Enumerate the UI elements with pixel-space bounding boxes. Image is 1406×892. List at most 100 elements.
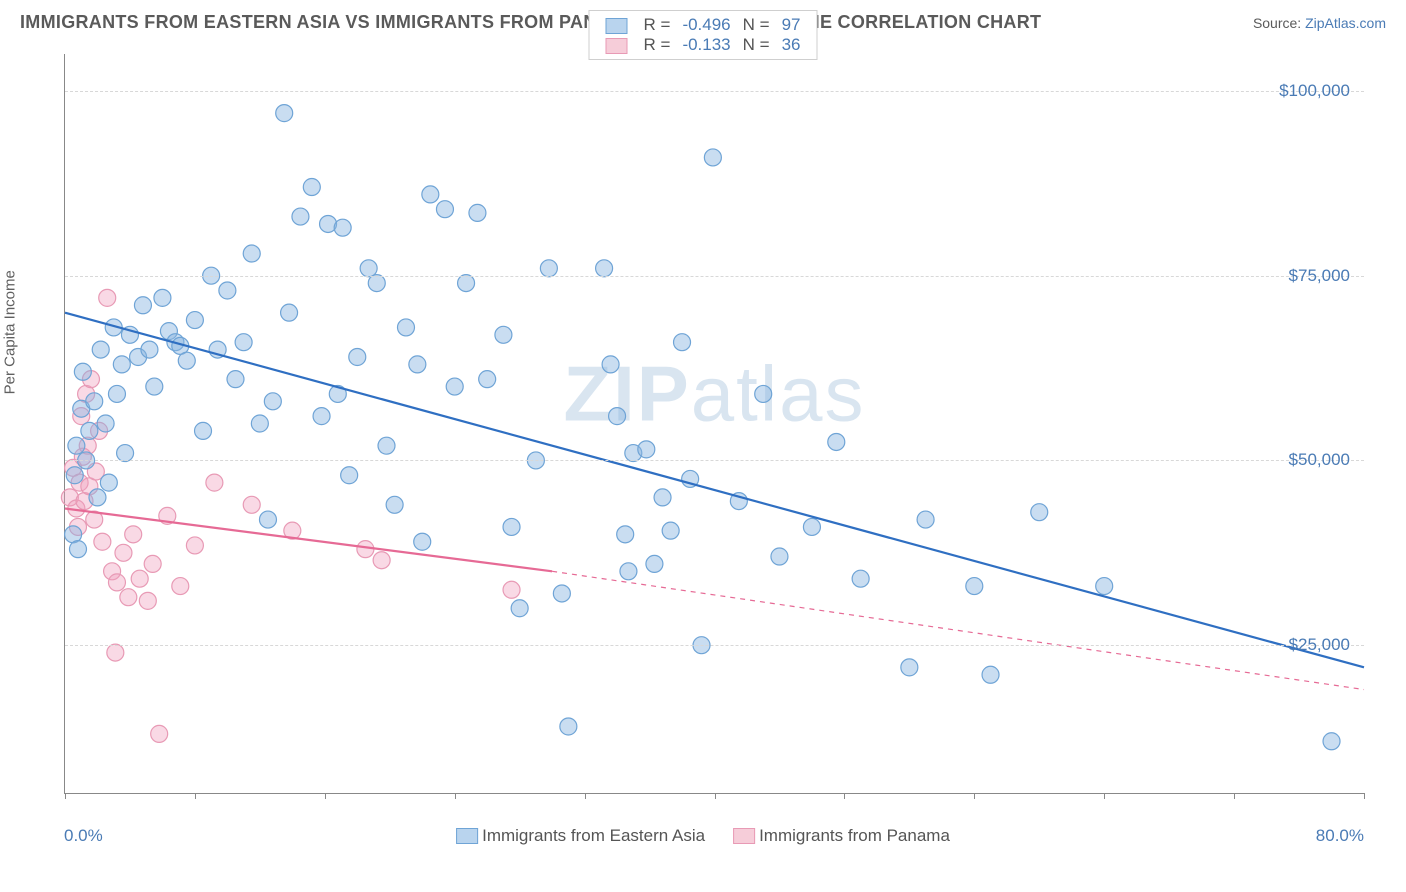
scatter-point bbox=[281, 304, 298, 321]
xtick bbox=[195, 793, 196, 799]
scatter-point bbox=[1031, 504, 1048, 521]
scatter-point bbox=[503, 518, 520, 535]
scatter-point bbox=[134, 297, 151, 314]
scatter-point bbox=[107, 644, 124, 661]
legend-bottom: Immigrants from Eastern Asia Immigrants … bbox=[456, 826, 950, 846]
scatter-point bbox=[235, 334, 252, 351]
scatter-point bbox=[86, 393, 103, 410]
scatter-point bbox=[771, 548, 788, 565]
gridline bbox=[65, 460, 1364, 461]
scatter-point bbox=[243, 496, 260, 513]
scatter-point bbox=[602, 356, 619, 373]
legend-swatch-0 bbox=[456, 828, 478, 844]
scatter-point bbox=[982, 666, 999, 683]
scatter-point bbox=[1323, 733, 1340, 750]
xtick bbox=[1234, 793, 1235, 799]
scatter-point bbox=[755, 385, 772, 402]
scatter-point bbox=[154, 289, 171, 306]
plot-svg bbox=[65, 54, 1364, 793]
scatter-point bbox=[292, 208, 309, 225]
xtick bbox=[844, 793, 845, 799]
scatter-point bbox=[99, 289, 116, 306]
chart-title: IMMIGRANTS FROM EASTERN ASIA VS IMMIGRAN… bbox=[20, 12, 1041, 33]
scatter-point bbox=[646, 555, 663, 572]
scatter-point bbox=[251, 415, 268, 432]
scatter-point bbox=[81, 422, 98, 439]
scatter-point bbox=[66, 467, 83, 484]
scatter-point bbox=[446, 378, 463, 395]
scatter-point bbox=[373, 552, 390, 569]
scatter-point bbox=[852, 570, 869, 587]
scatter-point bbox=[178, 352, 195, 369]
scatter-point bbox=[100, 474, 117, 491]
legend-item-series-1: Immigrants from Panama bbox=[733, 826, 950, 846]
scatter-point bbox=[540, 260, 557, 277]
legend-label-1: Immigrants from Panama bbox=[759, 826, 950, 846]
scatter-point bbox=[172, 578, 189, 595]
source-link[interactable]: ZipAtlas.com bbox=[1305, 15, 1386, 31]
legend-top-swatch-1 bbox=[606, 38, 628, 54]
scatter-point bbox=[414, 533, 431, 550]
scatter-point bbox=[303, 179, 320, 196]
legend-label-0: Immigrants from Eastern Asia bbox=[482, 826, 705, 846]
scatter-point bbox=[654, 489, 671, 506]
scatter-point bbox=[144, 555, 161, 572]
scatter-point bbox=[368, 275, 385, 292]
xtick bbox=[715, 793, 716, 799]
n-value-0: 97 bbox=[776, 15, 807, 35]
scatter-point bbox=[227, 371, 244, 388]
scatter-point bbox=[596, 260, 613, 277]
r-label: R = bbox=[638, 15, 677, 35]
scatter-point bbox=[243, 245, 260, 262]
scatter-point bbox=[125, 526, 142, 543]
scatter-point bbox=[386, 496, 403, 513]
plot-area: ZIPatlas $25,000$50,000$75,000$100,000 bbox=[64, 54, 1364, 794]
legend-top-row-0: R = -0.496 N = 97 bbox=[600, 15, 807, 35]
scatter-point bbox=[609, 408, 626, 425]
scatter-point bbox=[92, 341, 109, 358]
scatter-point bbox=[409, 356, 426, 373]
ytick-label: $25,000 bbox=[1289, 635, 1350, 655]
scatter-point bbox=[94, 533, 111, 550]
scatter-point bbox=[553, 585, 570, 602]
source-attribution: Source: ZipAtlas.com bbox=[1253, 15, 1386, 31]
ytick-label: $75,000 bbox=[1289, 266, 1350, 286]
scatter-point bbox=[422, 186, 439, 203]
xtick bbox=[325, 793, 326, 799]
x-axis-min-label: 0.0% bbox=[64, 826, 103, 846]
xtick bbox=[65, 793, 66, 799]
scatter-point bbox=[662, 522, 679, 539]
scatter-point bbox=[186, 537, 203, 554]
scatter-point bbox=[469, 204, 486, 221]
scatter-point bbox=[151, 725, 168, 742]
scatter-point bbox=[503, 581, 520, 598]
xtick bbox=[585, 793, 586, 799]
scatter-point bbox=[68, 437, 85, 454]
scatter-point bbox=[97, 415, 114, 432]
scatter-point bbox=[620, 563, 637, 580]
scatter-point bbox=[195, 422, 212, 439]
scatter-point bbox=[495, 326, 512, 343]
source-label: Source: bbox=[1253, 15, 1305, 31]
r-label: R = bbox=[638, 35, 677, 55]
scatter-point bbox=[357, 541, 374, 558]
scatter-point bbox=[264, 393, 281, 410]
y-axis-label: Per Capita Income bbox=[2, 270, 19, 394]
scatter-point bbox=[186, 312, 203, 329]
scatter-point bbox=[917, 511, 934, 528]
xtick bbox=[455, 793, 456, 799]
legend-swatch-1 bbox=[733, 828, 755, 844]
trend-line-extrapolated bbox=[552, 571, 1364, 689]
scatter-point bbox=[108, 385, 125, 402]
scatter-point bbox=[219, 282, 236, 299]
scatter-point bbox=[803, 518, 820, 535]
legend-item-series-0: Immigrants from Eastern Asia bbox=[456, 826, 705, 846]
n-label: N = bbox=[737, 35, 776, 55]
scatter-point bbox=[146, 378, 163, 395]
ytick-label: $50,000 bbox=[1289, 450, 1350, 470]
scatter-point bbox=[120, 589, 137, 606]
scatter-point bbox=[638, 441, 655, 458]
scatter-point bbox=[704, 149, 721, 166]
scatter-point bbox=[617, 526, 634, 543]
scatter-point bbox=[113, 356, 130, 373]
